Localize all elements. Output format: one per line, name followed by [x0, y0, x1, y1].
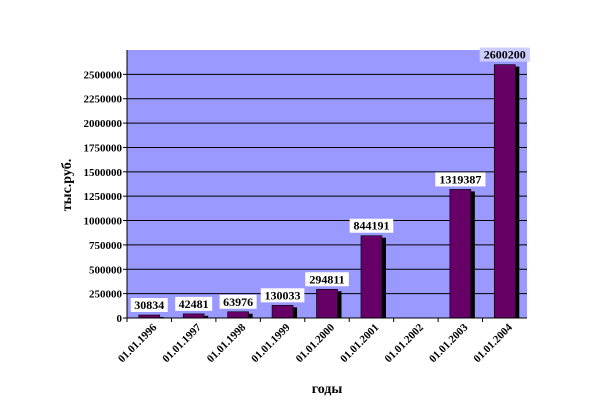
y-tick-label: 1750000 [84, 142, 123, 154]
data-label-bg [435, 172, 486, 187]
y-tick-label: 2250000 [84, 94, 123, 106]
data-label-bg [305, 272, 349, 287]
data-labels: 30834 42481 63976 130033 294811 844191 1319387… [130, 47, 530, 312]
y-tick-label: 250000 [89, 289, 123, 301]
data-label: 1319387 [439, 172, 481, 186]
y-tick-label: 0 [117, 313, 123, 325]
data-label-bg [175, 296, 213, 311]
x-tick-label: 01.01.2004 [471, 321, 515, 365]
y-tick-label: 750000 [89, 240, 123, 252]
x-tick-label: 01.01.1997 [160, 321, 204, 365]
data-label-bg [130, 297, 168, 312]
data-label: 63976 [223, 295, 253, 309]
data-label-bg [260, 288, 305, 303]
data-label-bg [219, 294, 257, 309]
y-tick-label: 2500000 [84, 69, 123, 81]
x-tick-label: 01.01.2003 [427, 321, 471, 365]
x-tick-label: 01.01.1998 [205, 321, 249, 365]
y-axis-ticks: 0 250000 500000 750000 1000000 1250000 1500000… [84, 69, 127, 325]
data-label: 30834 [134, 298, 164, 312]
x-tick-label: 01.01.1996 [116, 321, 160, 365]
bar [271, 305, 294, 319]
data-label: 844191 [353, 219, 389, 233]
x-tick-label: 01.01.1999 [249, 321, 293, 365]
data-label: 130033 [265, 288, 301, 302]
y-tick-label: 1500000 [84, 167, 123, 179]
data-label: 294811 [309, 272, 344, 286]
y-tick-label: 1000000 [84, 216, 123, 228]
y-tick-label: 500000 [89, 264, 123, 276]
data-label-bg [479, 47, 530, 62]
bar [316, 288, 338, 319]
x-tick-label: 01.01.2001 [338, 322, 381, 365]
gridlines [127, 73, 527, 295]
bar [449, 189, 472, 319]
y-tick-label: 2000000 [84, 118, 123, 130]
data-label-bg [349, 218, 394, 233]
bar [227, 311, 249, 319]
bar [493, 64, 516, 319]
y-tick-label: 1250000 [84, 191, 123, 203]
x-tick-label: 01.01.2002 [383, 321, 427, 365]
x-axis-title: годы [312, 382, 343, 397]
bars [138, 64, 520, 319]
x-axis-ticks: 01.01.1996 01.01.1997 01.01.1998 01.01.1999… [116, 318, 515, 365]
y-axis-title: тыс.руб. [60, 159, 75, 211]
data-label: 2600200 [484, 48, 526, 62]
bar [360, 235, 383, 319]
bar [182, 313, 205, 319]
data-label: 42481 [179, 297, 209, 311]
x-tick-label: 01.01.2000 [294, 321, 338, 365]
